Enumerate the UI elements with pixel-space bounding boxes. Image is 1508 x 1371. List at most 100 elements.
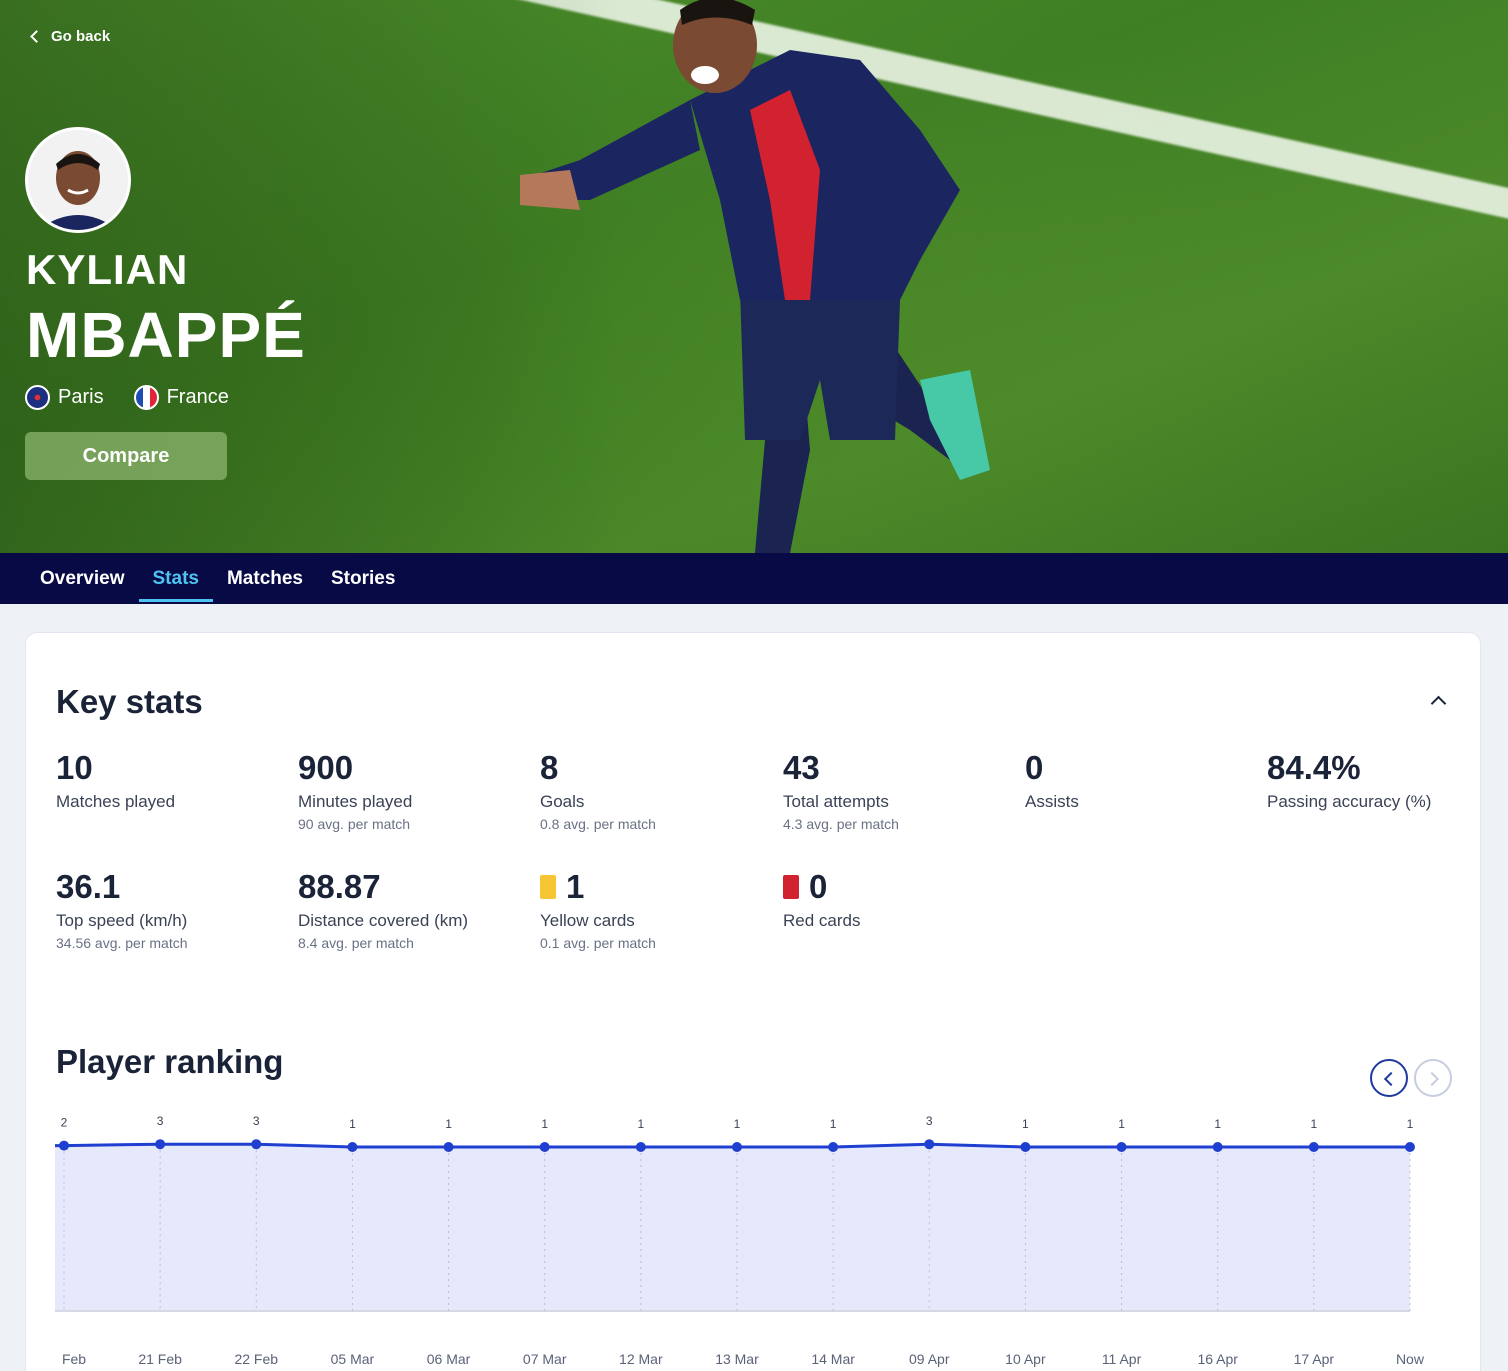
stat-value-text: 43 — [783, 749, 820, 786]
data-point — [1116, 1142, 1127, 1152]
stat-value: 8 — [540, 748, 770, 788]
stat-value: 900 — [298, 748, 528, 788]
data-label: 2 — [61, 1116, 68, 1130]
tick-label: 05 Mar — [331, 1351, 375, 1367]
data-label: 1 — [1214, 1117, 1221, 1131]
player-first-name: KYLIAN — [26, 246, 189, 293]
next-page-button[interactable] — [1414, 1059, 1452, 1097]
tick-label: 07 Mar — [523, 1351, 567, 1367]
stat-label: Total attempts — [783, 792, 889, 811]
tick-label: Now — [1396, 1351, 1425, 1367]
stat-label: Yellow cards — [540, 911, 635, 930]
stat-value-text: 1 — [566, 868, 585, 905]
chevron-left-icon — [30, 30, 43, 43]
data-point — [539, 1142, 550, 1152]
stat-average: 0.8 avg. per match — [540, 816, 656, 832]
data-label: 1 — [445, 1117, 452, 1131]
tick-label: 09 Apr — [909, 1351, 950, 1367]
data-point — [635, 1142, 646, 1152]
stat-value: 0 — [1025, 748, 1255, 788]
stat-red-cards: 0 Red cards — [783, 867, 1013, 931]
stat-passing-accuracy: 84.4% Passing accuracy (%) — [1267, 748, 1497, 812]
stat-assists: 0 Assists — [1025, 748, 1255, 812]
stat-value: 36.1 — [56, 867, 286, 907]
data-label: 1 — [637, 1117, 644, 1131]
yellow-card-icon — [540, 875, 556, 899]
stat-value-text: 900 — [298, 749, 354, 786]
avatar — [25, 127, 131, 233]
club-name[interactable]: Paris — [58, 386, 104, 408]
data-label: 1 — [541, 1117, 548, 1131]
tab-stories[interactable]: Stories — [331, 568, 396, 589]
stat-value: 1 — [540, 867, 770, 907]
stat-goals: 8 Goals 0.8 avg. per match — [540, 748, 770, 832]
player-photo — [520, 0, 990, 553]
stat-value-text: 0 — [809, 868, 828, 905]
data-point — [155, 1139, 166, 1150]
stat-distance-covered-km: 88.87 Distance covered (km) 8.4 avg. per m… — [298, 867, 528, 951]
data-point — [251, 1139, 262, 1150]
tick-label: 13 Mar — [715, 1351, 759, 1367]
go-back-label: Go back — [51, 28, 111, 45]
stat-value: 88.87 — [298, 867, 528, 907]
stat-value-text: 36.1 — [56, 868, 121, 905]
tick-label: 21 Feb — [138, 1351, 182, 1367]
tick-label: 17 Apr — [1294, 1351, 1335, 1367]
tab-matches[interactable]: Matches — [226, 568, 303, 589]
stat-label: Minutes played — [298, 792, 413, 811]
stat-value-text: 84.4% — [1267, 749, 1361, 786]
stat-value-text: 0 — [1025, 749, 1044, 786]
france-flag-icon — [133, 385, 159, 410]
stat-label: Assists — [1025, 792, 1079, 811]
stat-value: 10 — [56, 748, 286, 788]
tick-label: 16 Apr — [1197, 1351, 1238, 1367]
stat-label: Goals — [540, 792, 585, 811]
data-label: 1 — [1022, 1117, 1029, 1131]
country-name[interactable]: France — [166, 386, 229, 408]
stat-matches-played: 10 Matches played — [56, 748, 286, 812]
hero-banner: Go back KYLIAN MBAPPÉ Paris France Compa… — [0, 0, 1508, 553]
stat-average: 0.1 avg. per match — [540, 935, 656, 951]
red-card-icon — [783, 875, 799, 899]
player-last-name: MBAPPÉ — [26, 299, 306, 371]
collapse-chevron-up-icon[interactable] — [1430, 693, 1446, 709]
ranking-area — [55, 1144, 1410, 1311]
stat-value-text: 88.87 — [298, 868, 381, 905]
tab-bar: Overview Stats Matches Stories — [0, 553, 1508, 604]
stat-average: 34.56 avg. per match — [56, 935, 188, 951]
compare-button[interactable]: Compare — [25, 432, 227, 480]
player-meta: Paris France — [25, 385, 229, 410]
data-label: 1 — [1310, 1117, 1317, 1131]
tab-overview[interactable]: Overview — [40, 568, 125, 589]
ranking-chart: 2 Feb 3 21 Feb 3 22 Feb 1 05 Mar 1 06 Mar 1 07 Mar 1… — [55, 1114, 1425, 1367]
stat-label: Matches played — [56, 792, 176, 811]
tab-stats[interactable]: Stats — [138, 553, 214, 604]
data-label: 1 — [1118, 1117, 1125, 1131]
data-label: 3 — [926, 1114, 933, 1128]
stat-value: 43 — [783, 748, 1013, 788]
data-point — [731, 1142, 742, 1152]
data-point — [1212, 1142, 1223, 1152]
stat-label: Distance covered (km) — [298, 911, 469, 930]
data-point — [1020, 1142, 1031, 1152]
data-label: 1 — [349, 1117, 356, 1131]
go-back-link[interactable]: Go back — [30, 28, 111, 45]
data-point — [59, 1140, 69, 1151]
stat-value: 0 — [783, 867, 1013, 907]
club-crest-icon — [25, 385, 50, 410]
stat-average: 8.4 avg. per match — [298, 935, 414, 951]
tick-label: 14 Mar — [811, 1351, 855, 1367]
key-stats-title: Key stats — [56, 683, 203, 720]
stat-label: Red cards — [783, 911, 861, 930]
stat-minutes-played: 900 Minutes played 90 avg. per match — [298, 748, 528, 832]
tick-label: Feb — [62, 1351, 86, 1367]
stat-total-attempts: 43 Total attempts 4.3 avg. per match — [783, 748, 1013, 832]
ranking-line — [55, 1142, 1410, 1149]
tick-label: 11 Apr — [1102, 1351, 1142, 1367]
stat-top-speed-km-h: 36.1 Top speed (km/h) 34.56 avg. per match — [56, 867, 286, 951]
stat-label: Passing accuracy (%) — [1267, 792, 1432, 811]
data-point — [924, 1139, 935, 1150]
data-label: 1 — [830, 1117, 837, 1131]
data-point — [347, 1142, 358, 1152]
prev-page-button[interactable] — [1370, 1059, 1408, 1097]
